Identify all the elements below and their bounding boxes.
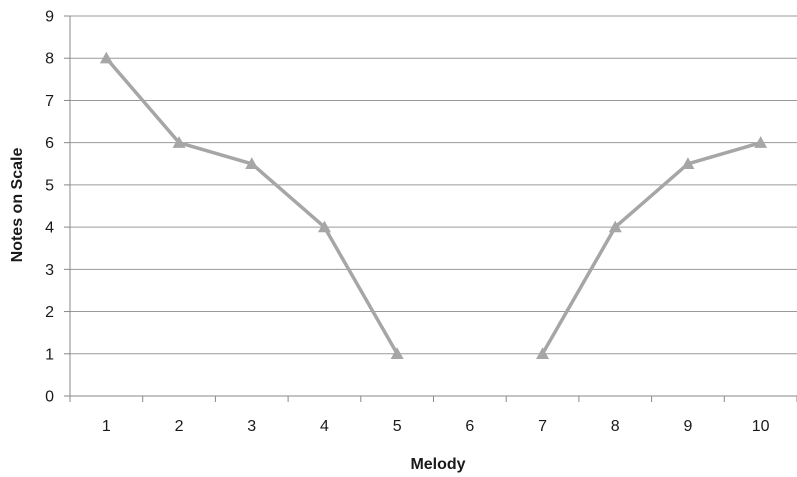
y-tick-label: 2 xyxy=(45,304,54,321)
y-tick-label: 6 xyxy=(45,135,54,152)
data-point-marker xyxy=(681,157,695,169)
data-point-marker xyxy=(608,220,622,233)
x-tick-label: 4 xyxy=(320,418,329,435)
data-point-marker xyxy=(754,136,768,148)
series xyxy=(99,51,768,359)
x-tick-label: 2 xyxy=(175,418,184,435)
y-tick-label: 8 xyxy=(45,51,54,68)
gridlines xyxy=(70,15,797,355)
y-tick-label: 0 xyxy=(45,389,54,406)
series-line xyxy=(541,140,762,355)
x-tick-label: 5 xyxy=(393,418,402,435)
y-tick-label: 7 xyxy=(45,93,54,110)
x-tick-label: 6 xyxy=(465,418,474,435)
data-point-marker xyxy=(99,51,113,64)
x-tick-label: 8 xyxy=(611,418,620,435)
x-tick-labels: 1 2 3 4 5 6 7 8 9 10 xyxy=(102,418,770,435)
y-tick-label: 9 xyxy=(45,9,54,26)
data-point-marker xyxy=(245,157,259,169)
y-tick-label: 4 xyxy=(45,220,54,237)
y-axis-title: Notes on Scale xyxy=(9,148,26,263)
data-point-marker xyxy=(317,220,331,233)
data-point-marker xyxy=(536,347,550,359)
data-point-marker xyxy=(390,347,404,359)
y-tick-label: 5 xyxy=(45,177,54,194)
x-tick-label: 1 xyxy=(102,418,111,435)
y-tick-labels: 0 1 2 3 4 5 6 7 8 9 xyxy=(45,9,54,406)
y-tick-label: 3 xyxy=(45,262,54,279)
data-point-marker xyxy=(172,136,186,148)
axes xyxy=(64,15,797,402)
x-tick-label: 3 xyxy=(247,418,256,435)
y-tick-label: 1 xyxy=(45,346,54,363)
x-tick-label: 9 xyxy=(683,418,692,435)
x-axis-title: Melody xyxy=(410,456,465,473)
x-tick-label: 10 xyxy=(752,418,770,435)
x-tick-label: 7 xyxy=(538,418,547,435)
series-line xyxy=(105,57,399,355)
